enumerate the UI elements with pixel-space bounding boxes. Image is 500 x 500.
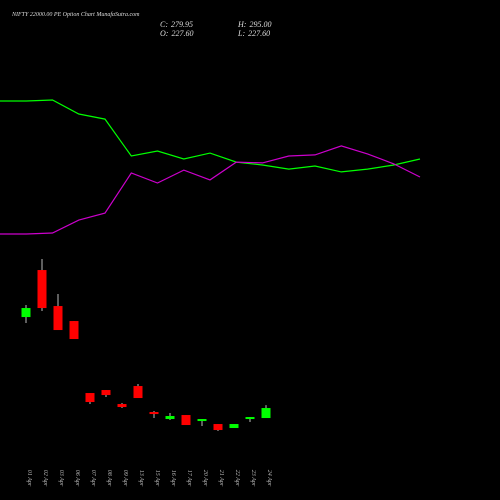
x-tick-label: 09 Apr [122,470,128,487]
candle-body [261,408,271,419]
stat-name: O: [160,29,169,38]
x-tick-label: 21 Apr [218,470,224,487]
stat-name: C: [160,20,168,29]
x-tick-label: 20 Apr [202,470,208,487]
candle-body [101,390,111,396]
line-series [0,99,421,173]
x-tick-label: 06 Apr [74,470,80,487]
x-tick-label: 15 Apr [154,470,160,487]
stat-name: H: [237,20,247,29]
candle-body [21,308,31,318]
x-tick-label: 13 Apr [138,470,144,487]
x-tick-label: 01 Apr [26,470,32,487]
stat: C: 279.95 [160,20,193,29]
line-series [0,145,421,235]
x-tick-label: 02 Apr [42,470,48,487]
stat: H: 295.00 [237,20,271,29]
candle-body [229,424,239,429]
candle-body [245,417,255,420]
stat: L: 227.60 [237,29,270,38]
candle-body [165,416,175,420]
x-tick-label: 23 Apr [250,470,256,487]
candle-body [133,386,143,399]
x-tick-label: 24 Apr [266,470,273,487]
stat-value: 295.00 [249,20,271,29]
stat-value: 227.60 [248,29,270,38]
candle-body [85,393,95,403]
candle-body [149,412,159,415]
stat: O: 227.60 [160,29,193,38]
x-tick-label: 16 Apr [170,470,176,487]
candle-body [117,404,127,408]
x-tick-label: 22 Apr [234,470,240,487]
stat-name: L: [237,29,245,38]
chart-title: NIFTY 22000.00 PE Option Chart MunafaSut… [11,11,140,18]
candle-body [197,419,207,422]
stat-value: 279.95 [171,20,193,29]
x-tick-label: 08 Apr [106,470,112,487]
x-tick-label: 03 Apr [58,470,64,487]
candle-body [37,270,47,309]
candle-body [69,321,79,340]
candle-body [53,306,63,331]
x-tick-label: 07 Apr [90,470,96,487]
candle-body [213,424,223,431]
candle-body [181,415,191,426]
stat-value: 227.60 [171,29,193,38]
x-tick-label: 17 Apr [186,470,192,487]
